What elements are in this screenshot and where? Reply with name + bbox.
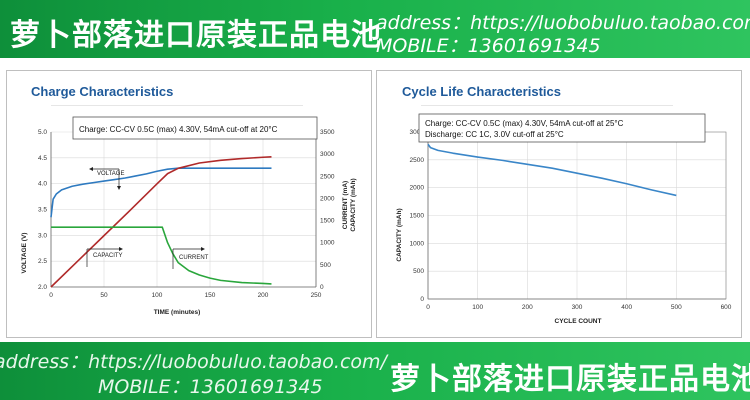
chart-title: Cycle Life Characteristics bbox=[402, 84, 561, 99]
y-tick-label-left: 2.0 bbox=[38, 284, 47, 291]
voltage-label: VOLTAGE bbox=[97, 171, 124, 177]
chart-grid bbox=[50, 131, 317, 288]
condition-box bbox=[72, 116, 318, 140]
y-axis-label-left: VOLTAGE (V) bbox=[21, 233, 28, 274]
y-tick-label-right: 3500 bbox=[320, 129, 335, 136]
banner-title-cn: 萝卜部落进口原装正品电池 bbox=[10, 18, 382, 53]
y-tick-label-right: 3000 bbox=[320, 151, 335, 158]
x-tick-label: 200 bbox=[258, 292, 269, 299]
condition-text-line2: Discharge: CC 1C, 3.0V cut-off at 25°C bbox=[425, 130, 564, 139]
y-tick-label: 1500 bbox=[410, 213, 425, 220]
capacity-annotation: CAPACITY bbox=[86, 247, 123, 267]
capacity-fade-line bbox=[427, 143, 677, 197]
banner-address[interactable]: address：https://luobobuluo.taobao.com/ bbox=[376, 12, 750, 34]
y-axis-label: CAPACITY (mAh) bbox=[396, 208, 403, 261]
capacity-line bbox=[50, 156, 272, 288]
x-tick-label: 300 bbox=[572, 304, 583, 311]
current-annotation: CURRENT bbox=[172, 247, 209, 269]
y-tick-label-left: 4.5 bbox=[38, 155, 47, 162]
y-tick-label-left: 2.5 bbox=[38, 258, 47, 265]
y-tick-label-left: 5.0 bbox=[38, 129, 47, 136]
cycle-life-panel: Cycle Life Characteristics 0 100 200 300 400… bbox=[376, 70, 742, 338]
tick-labels: 0 50 100 150 200 250 2.0 2.5 3.0 3.5 4.0 4.5 5.0 0 500… bbox=[38, 129, 335, 299]
current-line bbox=[51, 226, 272, 285]
chart-title: Charge Characteristics bbox=[31, 84, 173, 99]
banner-title-cn: 萝卜部落进口原装正品电池 bbox=[390, 362, 750, 397]
y-axis-label-right-current: CURRENT (mA) bbox=[342, 181, 349, 229]
condition-text: Charge: CC-CV 0.5C (max) 4.30V, 54mA cut… bbox=[79, 125, 278, 134]
cycle-chart: Cycle Life Characteristics 0 100 200 300 400… bbox=[396, 84, 732, 325]
x-axis-label: CYCLE COUNT bbox=[555, 318, 602, 325]
banner-mobile: MOBILE：13601691345 bbox=[376, 35, 601, 57]
x-tick-label: 250 bbox=[311, 292, 322, 299]
series-lines bbox=[50, 156, 272, 288]
x-tick-label: 600 bbox=[721, 304, 732, 311]
x-tick-label: 0 bbox=[426, 304, 430, 311]
y-tick-label-right: 500 bbox=[320, 262, 331, 269]
y-tick-label-right: 1000 bbox=[320, 240, 335, 247]
x-tick-label: 100 bbox=[472, 304, 483, 311]
y-tick-label-right: 2000 bbox=[320, 195, 335, 202]
y-tick-label-right: 2500 bbox=[320, 173, 335, 180]
y-tick-label: 500 bbox=[413, 268, 424, 275]
x-tick-label: 200 bbox=[522, 304, 533, 311]
tick-labels: 0 100 200 300 400 500 600 0 500 1000 1500 2000 2500 3… bbox=[410, 129, 732, 311]
voltage-annotation: VOLTAGE bbox=[89, 167, 124, 190]
y-tick-label: 3000 bbox=[410, 129, 425, 136]
y-tick-label: 0 bbox=[420, 296, 424, 303]
y-tick-label-left: 3.0 bbox=[38, 232, 47, 239]
bottom-banner: address：https://luobobuluo.taobao.com/ M… bbox=[0, 342, 750, 400]
y-tick-label: 1000 bbox=[410, 240, 425, 247]
capacity-label: CAPACITY bbox=[93, 253, 123, 259]
y-tick-label: 2500 bbox=[410, 157, 425, 164]
x-tick-label: 400 bbox=[621, 304, 632, 311]
charge-characteristics-panel: Charge Characteristics 0 50 100 150 200 250 2.… bbox=[6, 70, 372, 338]
x-tick-label: 100 bbox=[152, 292, 163, 299]
x-tick-label: 150 bbox=[205, 292, 216, 299]
banner-mobile: MOBILE：13601691345 bbox=[98, 376, 323, 398]
condition-text-line1: Charge: CC-CV 0.5C (max) 4.30V, 54mA cut… bbox=[425, 119, 624, 128]
series-lines bbox=[427, 143, 677, 197]
x-tick-label: 500 bbox=[671, 304, 682, 311]
y-tick-label-right: 1500 bbox=[320, 218, 335, 225]
y-axis-label-right-capacity: CAPACITY (mAh) bbox=[350, 178, 357, 231]
x-tick-label: 0 bbox=[49, 292, 53, 299]
y-tick-label: 2000 bbox=[410, 185, 425, 192]
y-tick-label-right: 0 bbox=[320, 284, 324, 291]
top-banner: 萝卜部落进口原装正品电池 address：https://luobobuluo.… bbox=[0, 0, 750, 58]
condition-box bbox=[418, 113, 706, 143]
x-tick-label: 50 bbox=[100, 292, 108, 299]
y-tick-label-left: 4.0 bbox=[38, 181, 47, 188]
banner-address[interactable]: address：https://luobobuluo.taobao.com/ bbox=[0, 351, 387, 373]
voltage-line bbox=[50, 167, 272, 218]
y-tick-label-left: 3.5 bbox=[38, 207, 47, 214]
charge-chart: Charge Characteristics 0 50 100 150 200 250 2.… bbox=[21, 84, 357, 316]
chart-axes bbox=[50, 132, 317, 288]
x-axis-label: TIME (minutes) bbox=[154, 309, 201, 316]
current-label: CURRENT bbox=[179, 255, 209, 261]
